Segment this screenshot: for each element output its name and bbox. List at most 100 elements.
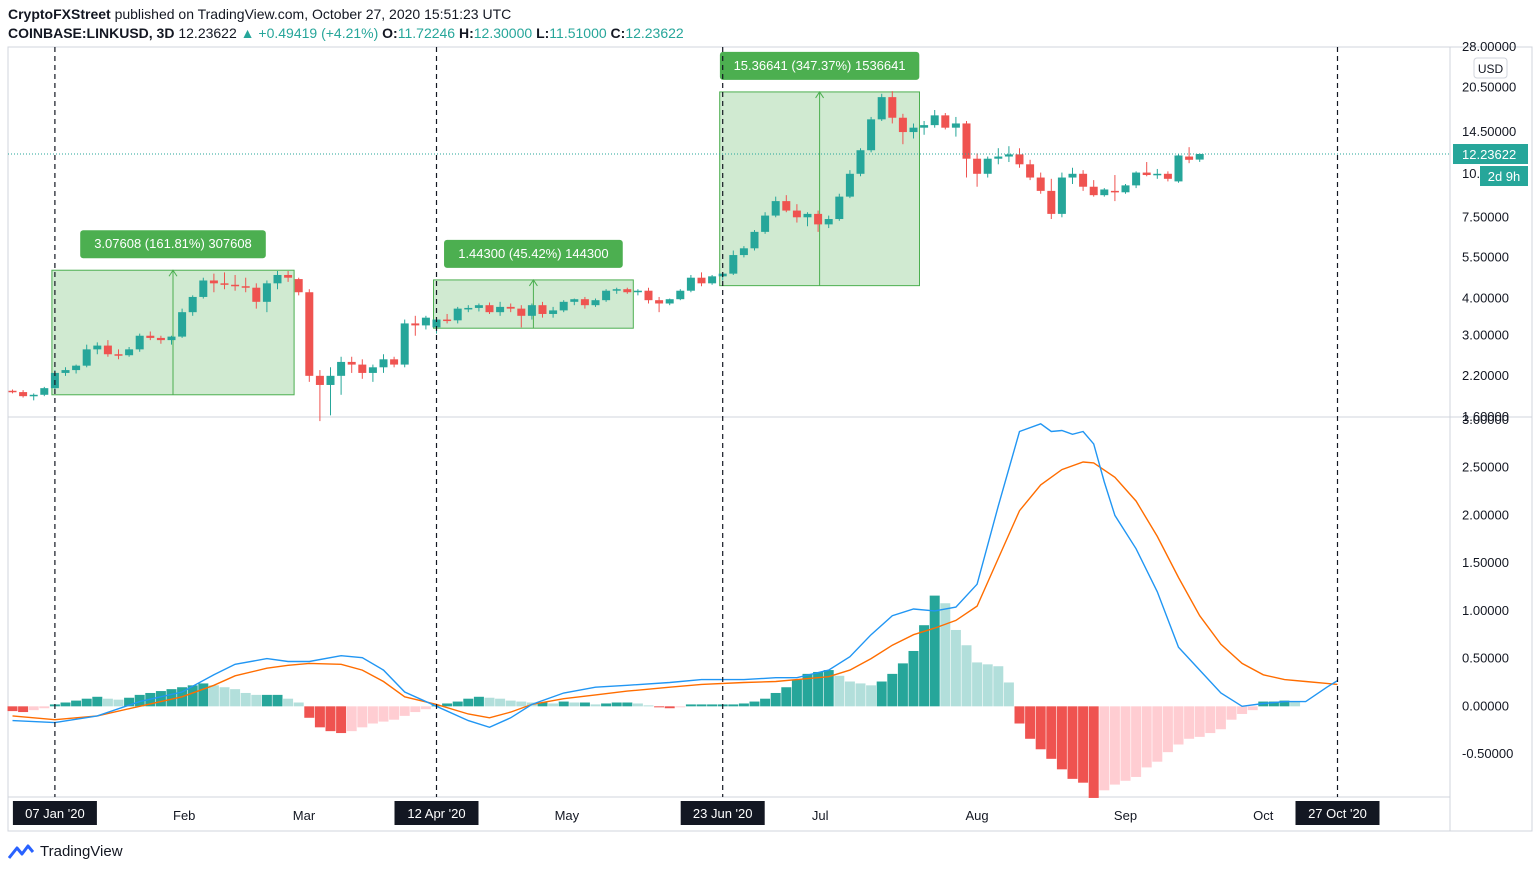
macd-histogram-bar <box>367 706 378 724</box>
candle-body <box>262 283 271 302</box>
macd-histogram-bar <box>1109 706 1120 785</box>
candle <box>19 390 28 398</box>
measure-label-bg-3 <box>719 51 920 80</box>
macd-histogram-bar <box>654 706 665 708</box>
macd-histogram-bar <box>738 703 749 707</box>
candle-body <box>771 201 780 216</box>
candle-body <box>1036 177 1045 191</box>
tradingview-logo-icon <box>8 844 34 859</box>
macd-histogram-bar <box>240 692 251 707</box>
macd-histogram-bar <box>134 694 145 707</box>
macd-tick-label: -0.50000 <box>1462 746 1513 761</box>
macd-histogram-bar <box>1268 701 1279 707</box>
candle <box>337 356 346 395</box>
tradingview-logo: TradingView <box>8 843 123 860</box>
candle <box>1153 168 1162 179</box>
countdown-label: 2d 9h <box>1488 169 1521 184</box>
price-tick-label: 3.00000 <box>1462 328 1509 343</box>
candle <box>485 302 494 314</box>
candle-body <box>506 306 515 309</box>
candle-body <box>941 115 950 128</box>
candle <box>1195 153 1204 162</box>
candle-body <box>284 274 293 278</box>
macd-histogram-bar <box>1141 706 1152 768</box>
macd-histogram-bar <box>1247 706 1258 711</box>
macd-histogram-bar <box>601 703 612 707</box>
candle-body <box>655 300 664 304</box>
candle <box>156 335 165 344</box>
candle <box>761 212 770 234</box>
candle <box>729 250 738 275</box>
macd-histogram-bar <box>855 683 866 707</box>
candle <box>1079 170 1088 191</box>
candle-body <box>1142 172 1151 176</box>
candle-body <box>1121 185 1130 193</box>
macd-histogram-bar <box>336 706 347 734</box>
macd-histogram-bar <box>60 702 71 707</box>
candle <box>1132 171 1141 189</box>
candle <box>676 289 685 301</box>
macd-histogram-bar <box>325 706 336 732</box>
candle <box>61 367 70 376</box>
candle <box>877 93 886 121</box>
candle-body <box>1100 189 1109 196</box>
time-tick-label: Sep <box>1114 808 1137 823</box>
candle-body <box>8 390 17 393</box>
macd-histogram-bar <box>569 702 580 707</box>
candle <box>506 303 515 313</box>
candle <box>103 340 112 357</box>
macd-histogram-bar <box>1025 706 1036 739</box>
candle-body <box>443 319 452 322</box>
candle <box>411 315 420 336</box>
macd-histogram-bar <box>293 702 304 707</box>
macd-histogram-bar <box>1088 706 1099 798</box>
candle-body <box>1047 190 1056 214</box>
candle <box>40 386 49 397</box>
macd-histogram-bar <box>940 603 951 707</box>
macd-histogram-bar <box>1173 706 1184 745</box>
candle-body <box>305 292 314 376</box>
candle <box>294 277 303 296</box>
candle-body <box>188 296 197 313</box>
candle-body <box>464 307 473 310</box>
candle-body <box>633 290 642 293</box>
candle-body <box>156 337 165 341</box>
candle <box>284 271 293 282</box>
macd-histogram-bar <box>484 697 495 707</box>
candle <box>739 246 748 258</box>
macd-histogram-bar <box>1014 706 1025 724</box>
candle-body <box>517 308 526 316</box>
candle-body <box>368 367 377 373</box>
candle <box>1047 178 1056 220</box>
macd-histogram-bar <box>1226 706 1237 720</box>
candle-body <box>983 158 992 174</box>
candle <box>8 389 17 394</box>
candle <box>146 331 155 341</box>
candle-body <box>1079 173 1088 187</box>
candle <box>708 274 717 285</box>
candle-body <box>803 213 812 218</box>
candle <box>814 210 823 232</box>
candle-body <box>294 279 303 293</box>
macd-histogram-bar <box>1078 706 1089 783</box>
candle-body <box>496 306 505 313</box>
macd-histogram-bar <box>664 706 675 709</box>
candle <box>1163 171 1172 182</box>
macd-histogram-bar <box>389 706 400 720</box>
macd-histogram-bar <box>208 685 219 707</box>
candle-body <box>125 349 134 356</box>
candle-body <box>602 290 611 301</box>
candle <box>453 306 462 324</box>
candle-body <box>231 284 240 287</box>
candle <box>750 229 759 251</box>
macd-histogram-bar <box>1003 682 1014 707</box>
candle <box>1100 188 1109 197</box>
macd-tick-label: 0.00000 <box>1462 698 1509 713</box>
macd-histogram-bar <box>696 704 707 707</box>
macd-histogram-bar <box>749 701 760 707</box>
candle <box>623 287 632 294</box>
macd-histogram-bar <box>537 702 548 707</box>
candle-body <box>1110 190 1119 193</box>
candle <box>867 116 876 153</box>
